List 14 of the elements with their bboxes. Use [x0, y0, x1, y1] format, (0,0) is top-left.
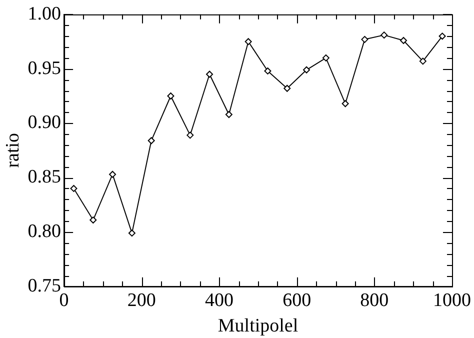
x-tick-label: 600 [282, 290, 312, 311]
y-tick-label: 0.75 [28, 275, 62, 296]
x-tick-label: 1000 [433, 290, 471, 311]
y-tick-label: 1.00 [28, 3, 62, 24]
y-tick-label: 0.85 [28, 166, 62, 188]
x-tick-label: 800 [360, 290, 389, 311]
y-tick-label: 0.80 [28, 220, 62, 242]
x-axis-title: Multipolel [218, 316, 298, 337]
y-tick-label: 0.90 [28, 112, 62, 134]
x-tick-label: 200 [127, 290, 156, 311]
x-tick-label: 0 [59, 290, 69, 311]
x-tick-label: 400 [204, 290, 234, 311]
y-tick-label: 0.95 [28, 58, 62, 79]
y-axis-title: ratio [2, 132, 24, 168]
